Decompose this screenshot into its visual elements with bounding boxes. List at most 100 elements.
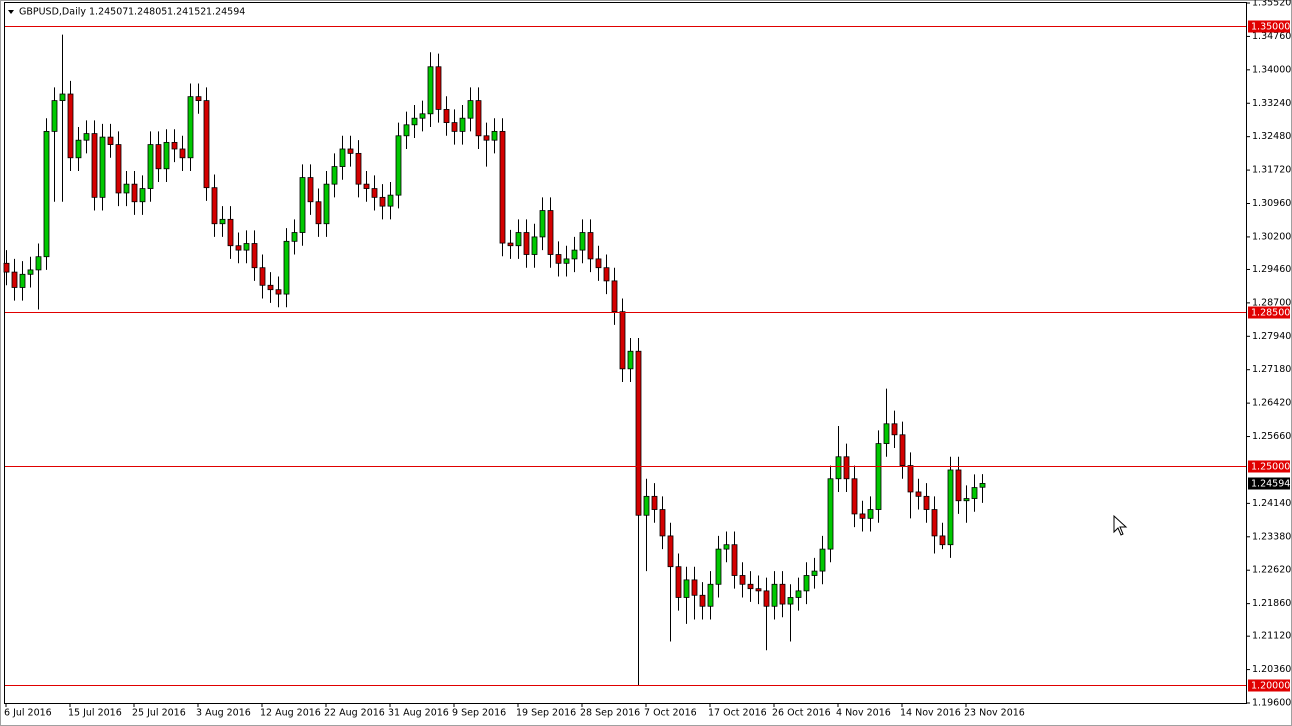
candle-body — [931, 509, 938, 537]
bar-low: 1.24152 — [167, 7, 206, 18]
candle-body — [971, 487, 978, 499]
y-tick-label: 1.25660 — [1252, 431, 1291, 442]
candle-body — [667, 535, 674, 568]
y-tick-label: 1.32480 — [1252, 131, 1291, 142]
candle-body — [523, 232, 530, 255]
candle-body — [515, 232, 522, 247]
candle-body — [683, 579, 690, 598]
y-tick-label: 1.34000 — [1252, 64, 1291, 75]
candle-body — [811, 570, 818, 576]
candle-body — [339, 148, 346, 167]
candle-body — [387, 194, 394, 207]
y-tick-label: 1.31720 — [1252, 165, 1291, 176]
candle-body — [571, 249, 578, 260]
x-tick-label: 4 Nov 2016 — [836, 708, 891, 719]
level-label-bg — [1248, 306, 1290, 319]
level-label: 1.20000 — [1251, 681, 1290, 692]
candle-body — [267, 284, 274, 291]
x-tick-label: 3 Aug 2016 — [196, 708, 251, 719]
candle-body — [227, 218, 234, 247]
y-tick-label: 1.21120 — [1252, 631, 1291, 642]
x-tick-label: 15 Jul 2016 — [68, 708, 122, 719]
candle-body — [251, 243, 258, 269]
candle-body — [939, 535, 946, 546]
candle-body — [123, 183, 130, 194]
dropdown-icon — [8, 10, 14, 14]
y-tick-label: 1.27180 — [1252, 364, 1291, 375]
x-tick-label: 14 Nov 2016 — [900, 708, 961, 719]
candle-body — [763, 590, 770, 607]
candle-body — [611, 280, 618, 313]
candle-body — [67, 93, 74, 159]
current-price-label: 1.24594 — [1251, 479, 1290, 490]
candle-body — [643, 495, 650, 516]
candle-body — [883, 423, 890, 444]
candle-body — [555, 254, 562, 264]
candle-body — [83, 133, 90, 141]
candle-body — [595, 258, 602, 269]
candle-body — [875, 443, 882, 510]
bar-close: 1.24594 — [206, 7, 245, 18]
candle-body — [291, 232, 298, 242]
candle-body — [211, 187, 218, 225]
y-tick-label: 1.26420 — [1252, 398, 1291, 409]
level-label-bg — [1248, 679, 1290, 692]
candle-body — [907, 465, 914, 493]
candle-body — [675, 566, 682, 598]
x-tick-label: 26 Oct 2016 — [772, 708, 831, 719]
y-tick-label: 1.30960 — [1252, 198, 1291, 209]
current-price-bg — [1248, 477, 1290, 490]
y-tick-label: 1.21860 — [1252, 598, 1291, 609]
candle-body — [51, 100, 58, 132]
y-tick-label: 1.30200 — [1252, 231, 1291, 242]
y-tick-label: 1.22620 — [1252, 565, 1291, 576]
candle-body — [947, 469, 954, 546]
candle-body — [915, 491, 922, 497]
candle-body — [771, 583, 778, 607]
x-tick-label: 7 Oct 2016 — [644, 708, 697, 719]
candle-body — [131, 183, 138, 203]
candle-body — [539, 210, 546, 238]
candle-body — [531, 236, 538, 255]
candle-body — [43, 130, 50, 258]
y-tick-label: 1.27940 — [1252, 331, 1291, 342]
candle-body — [323, 183, 330, 225]
bar-open: 1.24507 — [89, 7, 128, 18]
x-tick-label: 12 Aug 2016 — [260, 708, 321, 719]
candle-body — [691, 579, 698, 596]
candle-body — [579, 232, 586, 251]
candle-body — [395, 135, 402, 196]
candle-body — [547, 210, 554, 255]
candle-body — [827, 478, 834, 550]
candle-body — [243, 243, 250, 251]
candle-body — [427, 66, 434, 115]
candle-body — [979, 483, 986, 488]
candle-body — [11, 271, 18, 288]
candle-body — [355, 152, 362, 185]
candle-body — [779, 583, 786, 605]
header: GBPUSD,Daily 1.24507 1.24805 1.24152 1.2… — [8, 7, 245, 18]
candle-body — [739, 575, 746, 585]
candle-body — [403, 124, 410, 137]
candle-body — [299, 177, 306, 233]
candle-body — [899, 434, 906, 466]
candle-body — [499, 130, 506, 244]
candle-body — [115, 144, 122, 194]
y-tick-label: 1.19600 — [1252, 698, 1291, 709]
candle-body — [331, 166, 338, 185]
candle-body — [619, 311, 626, 370]
x-tick-label: 31 Aug 2016 — [388, 708, 449, 719]
y-tick-label: 1.24140 — [1252, 498, 1291, 509]
x-tick-label: 19 Sep 2016 — [516, 708, 576, 719]
candle-body — [603, 267, 610, 282]
candle-body — [859, 513, 866, 519]
candle-body — [99, 136, 106, 198]
candle-body — [275, 289, 282, 295]
y-tick-label: 1.33240 — [1252, 98, 1291, 109]
candle-body — [19, 273, 26, 288]
candle-body — [163, 141, 170, 170]
level-label: 1.25000 — [1251, 462, 1290, 473]
x-tick-label: 6 Jul 2016 — [4, 708, 52, 719]
